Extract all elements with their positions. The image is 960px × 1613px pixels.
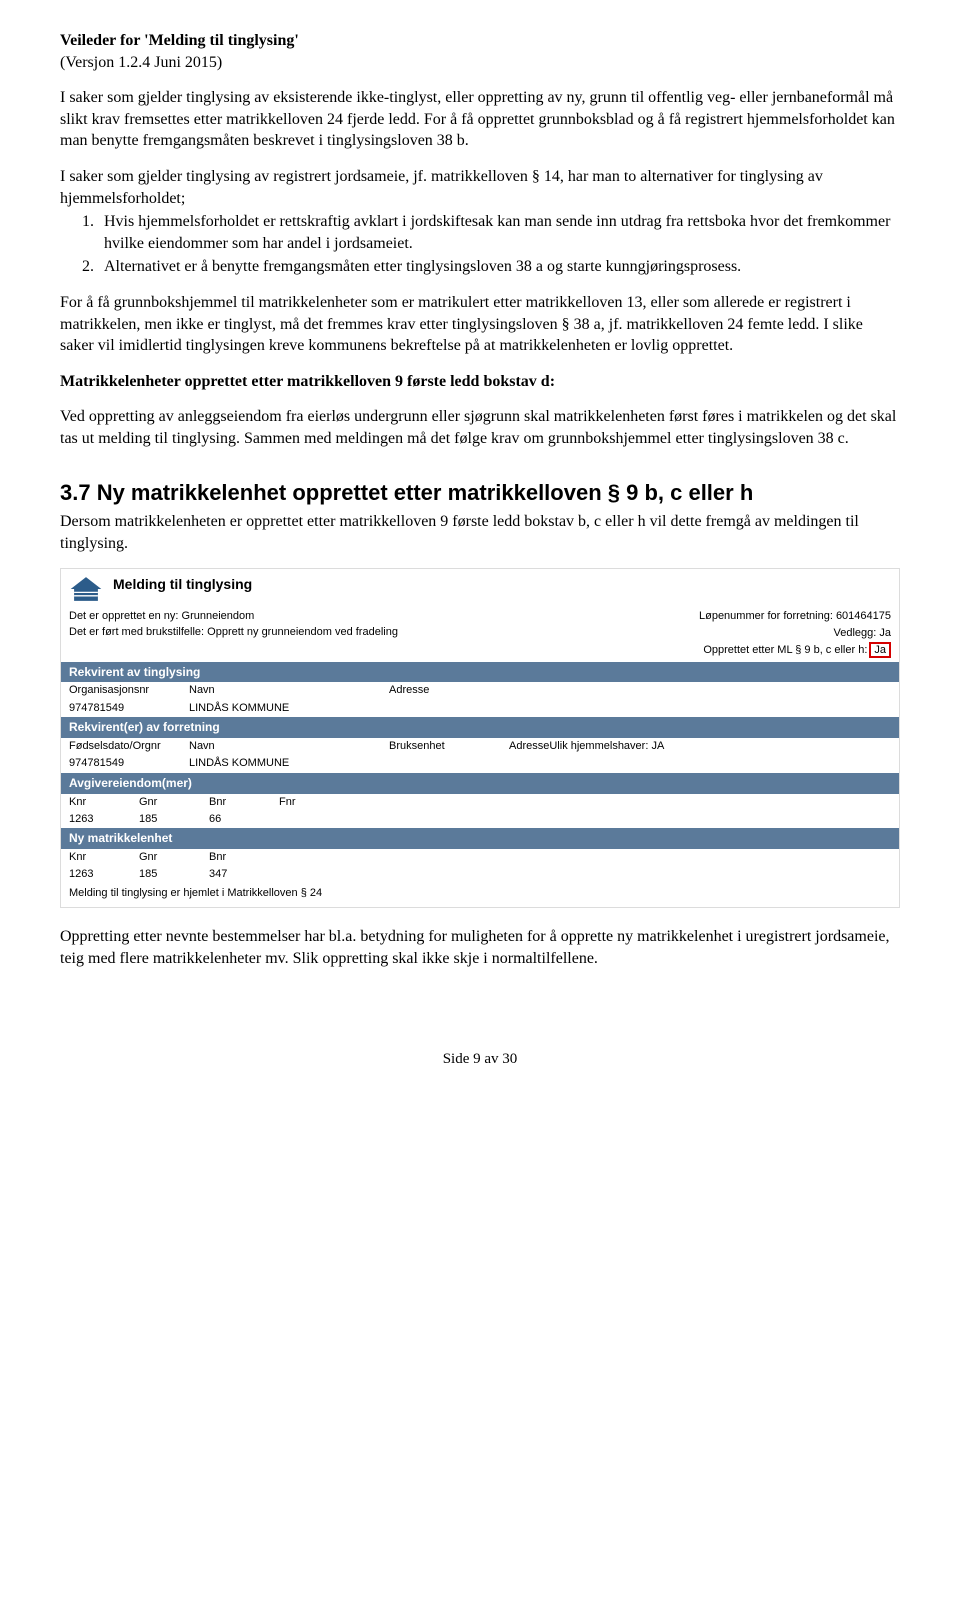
form-meta-row: Det er opprettet en ny: Grunneiendom Det… [61, 607, 899, 661]
col-fnr: Fnr [279, 795, 349, 810]
col-bnr: Bnr [209, 850, 279, 865]
col-knr: Knr [69, 850, 139, 865]
form-title: Melding til tinglysing [113, 575, 252, 595]
cell-navn: LINDÅS KOMMUNE [189, 701, 389, 716]
table-row: 974781549 LINDÅS KOMMUNE [61, 755, 899, 772]
col-bruksenhet: Bruksenhet [389, 739, 509, 754]
bar-rekvirent-tinglysing: Rekvirent av tinglysing [61, 662, 899, 683]
list-item: Hvis hjemmelsforholdet er rettskraftig a… [98, 211, 900, 254]
col-fodsnr: Fødselsdato/Orgnr [69, 739, 189, 754]
col-knr: Knr [69, 795, 139, 810]
doc-version: (Versjon 1.2.4 Juni 2015) [60, 52, 900, 74]
alternatives-list: Hvis hjemmelsforholdet er rettskraftig a… [98, 211, 900, 278]
form-right-vedlegg: Vedlegg: Ja [699, 626, 891, 641]
form-sub2: Det er ført med brukstilfelle: Opprett n… [69, 625, 679, 640]
table-header: Fødselsdato/Orgnr Navn Bruksenhet Adress… [61, 738, 899, 755]
bar-ny-matrikkelenhet: Ny matrikkelenhet [61, 828, 899, 849]
cell-knr: 1263 [69, 812, 139, 827]
col-ulik-hjemmel: Ulik hjemmelshaver: JA [549, 739, 729, 754]
list-item: Alternativet er å benytte fremgangsmåten… [98, 256, 900, 278]
table-header: Knr Gnr Bnr Fnr [61, 794, 899, 811]
table-row: 974781549 LINDÅS KOMMUNE [61, 700, 899, 717]
paragraph-5: Oppretting etter nevnte bestemmelser har… [60, 926, 900, 969]
subheading-9d: Matrikkelenheter opprettet etter matrikk… [60, 371, 900, 393]
col-orgnr: Organisasjonsnr [69, 683, 189, 698]
ja-highlight-box: Ja [869, 642, 891, 658]
bar-rekvirent-forretning: Rekvirent(er) av forretning [61, 717, 899, 738]
cell-bnr: 347 [209, 867, 279, 882]
table-row: 1263 185 347 [61, 866, 899, 883]
tinglysing-form: Melding til tinglysing Det er opprettet … [60, 568, 900, 908]
form-header: Melding til tinglysing [61, 569, 899, 607]
doc-title: Veileder for 'Melding til tinglysing' [60, 30, 900, 52]
col-adresse: Adresse [389, 683, 429, 698]
col-navn: Navn [189, 739, 389, 754]
section-3-7-intro: Dersom matrikkelenheten er opprettet ett… [60, 511, 900, 554]
col-navn: Navn [189, 683, 389, 698]
section-3-7-heading: 3.7 Ny matrikkelenhet opprettet etter ma… [60, 478, 900, 508]
form-sub1: Det er opprettet en ny: Grunneiendom [69, 609, 679, 624]
house-logo-icon [69, 575, 103, 603]
cell-bnr: 66 [209, 812, 279, 827]
cell-gnr: 185 [139, 812, 209, 827]
cell-orgnr: 974781549 [69, 756, 189, 771]
bar-avgivereiendom: Avgivereiendom(mer) [61, 773, 899, 794]
paragraph-3: For å få grunnbokshjemmel til matrikkele… [60, 292, 900, 357]
cell-navn: LINDÅS KOMMUNE [189, 756, 389, 771]
form-right-opprettet: Opprettet etter ML § 9 b, c eller h:Ja [699, 642, 891, 658]
col-bnr: Bnr [209, 795, 279, 810]
table-header: Knr Gnr Bnr [61, 849, 899, 866]
form-footnote: Melding til tinglysing er hjemlet i Matr… [61, 884, 899, 907]
table-header: Organisasjonsnr Navn Adresse [61, 682, 899, 699]
col-gnr: Gnr [139, 850, 209, 865]
paragraph-4: Ved oppretting av anleggseiendom fra eie… [60, 406, 900, 449]
cell-gnr: 185 [139, 867, 209, 882]
cell-orgnr: 974781549 [69, 701, 189, 716]
paragraph-2-lead: I saker som gjelder tinglysing av regist… [60, 166, 900, 209]
col-gnr: Gnr [139, 795, 209, 810]
form-right-lopenr: Løpenummer for forretning: 601464175 [699, 609, 891, 624]
page-footer: Side 9 av 30 [60, 1049, 900, 1069]
cell-knr: 1263 [69, 867, 139, 882]
col-adresse: Adresse [509, 739, 549, 754]
paragraph-1: I saker som gjelder tinglysing av eksist… [60, 87, 900, 152]
table-row: 1263 185 66 [61, 811, 899, 828]
